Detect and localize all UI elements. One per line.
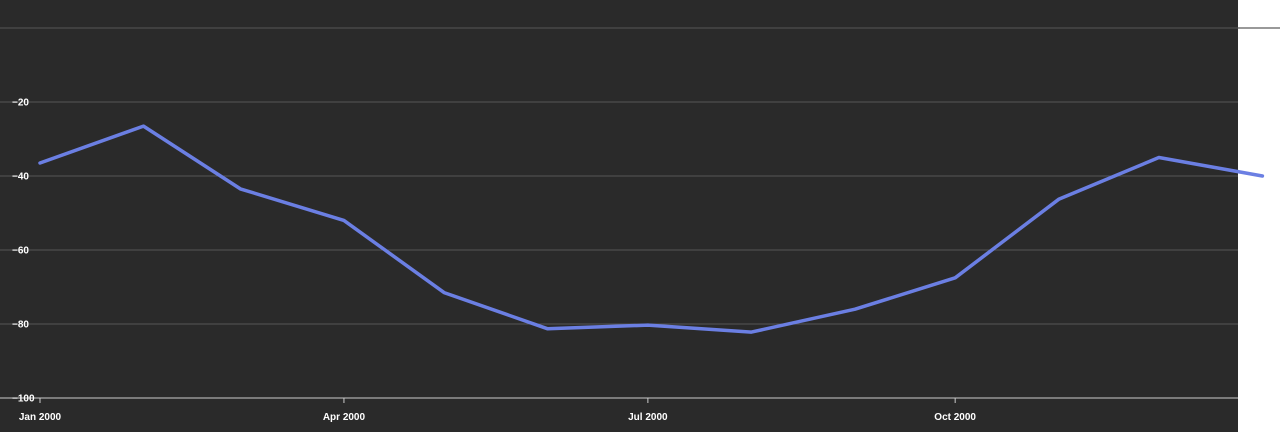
- y-axis-tick-labels: −20 −40 −60 −80 −100: [12, 98, 35, 405]
- x-tick-label-1: Apr 2000: [323, 412, 366, 423]
- grid-lines: [0, 27, 1280, 325]
- y-tick-label-3: −80: [12, 320, 29, 331]
- x-tick-label-2: Jul 2000: [628, 412, 668, 423]
- y-tick-label-2: −60: [12, 246, 29, 257]
- series-line-0: [38, 124, 1265, 334]
- x-tick-label-0: Jan 2000: [19, 412, 62, 423]
- x-axis: [0, 397, 1238, 403]
- x-tick-label-3: Oct 2000: [934, 412, 976, 423]
- series-layer: [38, 124, 1265, 334]
- plot-background: [0, 0, 1238, 432]
- y-tick-label-4: −100: [12, 394, 35, 405]
- x-axis-tick-labels: Jan 2000 Apr 2000 Jul 2000 Oct 2000: [19, 412, 977, 423]
- y-tick-label-0: −20: [12, 98, 29, 109]
- y-tick-label-1: −40: [12, 172, 29, 183]
